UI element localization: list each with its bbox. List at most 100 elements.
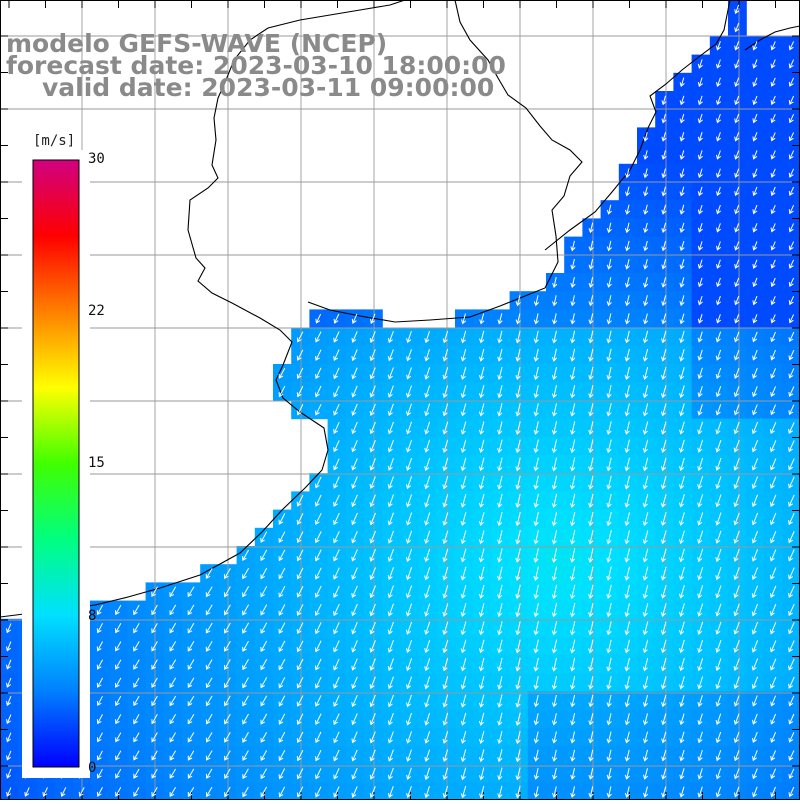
wind-arrow [369, 621, 376, 635]
wind-arrow [679, 658, 685, 672]
wind-arrow [788, 295, 795, 306]
wind-arrow [624, 385, 630, 399]
wind-arrow [697, 314, 703, 324]
wind-arrow [260, 567, 268, 580]
wind-arrow [734, 223, 740, 233]
wind-arrow [515, 366, 521, 380]
wind-arrow [643, 240, 649, 252]
wind-arrow [224, 732, 231, 743]
wind-arrow [570, 385, 576, 399]
wind-arrow [333, 567, 340, 580]
wind-arrow [752, 349, 758, 361]
wind-arrow [333, 658, 340, 671]
wind-arrow [405, 530, 413, 544]
wind-arrow [260, 640, 268, 653]
wind-arrow [606, 602, 612, 618]
wind-arrow [333, 385, 340, 398]
wind-arrow [296, 749, 304, 762]
wind-arrow [387, 786, 394, 799]
wind-arrow [461, 313, 467, 325]
wind-arrow [588, 348, 594, 362]
wind-arrow [497, 366, 503, 381]
wind-arrow [660, 421, 667, 435]
wind-arrow [406, 457, 413, 471]
wind-arrow [260, 677, 268, 689]
wind-arrow [642, 403, 649, 417]
wind-arrow [715, 695, 722, 707]
wind-arrow [734, 150, 740, 160]
wind-arrow [115, 659, 122, 670]
wind-arrow [624, 222, 631, 234]
wind-arrow [642, 694, 649, 708]
wind-arrow [260, 731, 268, 743]
wind-arrow [551, 348, 558, 362]
wind-arrow [769, 458, 777, 471]
wind-arrow [588, 530, 594, 545]
wind-arrow [187, 750, 195, 761]
wind-arrow [406, 385, 412, 398]
wind-arrow [624, 277, 631, 288]
wind-arrow [169, 659, 177, 670]
wind-arrow [369, 786, 376, 798]
wind-arrow [770, 277, 776, 288]
wind-arrow [715, 457, 722, 472]
wind-arrow [715, 439, 722, 453]
wind-arrow [643, 168, 649, 179]
wind-arrow [351, 403, 358, 416]
wind-arrow [752, 41, 758, 51]
wind-arrow [6, 732, 12, 743]
wind-arrow [515, 295, 521, 307]
wind-arrow [387, 567, 394, 581]
wind-arrow [715, 548, 722, 563]
wind-arrow [169, 604, 177, 616]
wind-arrow [660, 494, 667, 508]
wind-arrow [734, 95, 740, 106]
wind-arrow [570, 330, 576, 344]
wind-arrow [770, 331, 776, 343]
wind-arrow [406, 767, 412, 780]
wind-arrow [770, 695, 777, 707]
wind-arrow [387, 385, 394, 398]
wind-arrow [515, 439, 521, 454]
wind-arrow [551, 749, 558, 762]
wind-arrow [460, 330, 467, 344]
wind-arrow [296, 676, 304, 689]
wind-arrow [406, 421, 412, 435]
wind-arrow [552, 786, 558, 798]
wind-arrow [187, 786, 195, 797]
wind-arrow [642, 584, 649, 599]
wind-arrow [406, 658, 413, 672]
wind-arrow [497, 639, 503, 654]
wind-arrow [151, 732, 158, 743]
wind-arrow [716, 95, 722, 106]
wind-arrow [387, 749, 394, 762]
wind-arrow [533, 366, 539, 381]
wind-arrow [643, 277, 649, 288]
wind-arrow [515, 712, 521, 727]
wind-arrow [551, 713, 558, 726]
wind-arrow [387, 331, 394, 344]
wind-arrow [442, 348, 449, 362]
wind-arrow [751, 567, 759, 580]
wind-arrow [424, 548, 431, 563]
wind-arrow [460, 421, 467, 435]
wind-arrow [406, 349, 412, 362]
wind-arrow [405, 603, 413, 617]
wind-arrow [697, 566, 704, 581]
wind-arrow [679, 457, 685, 472]
wind-arrow [752, 695, 758, 707]
wind-arrow [569, 566, 576, 582]
wind-arrow [242, 695, 249, 707]
title-model: modelo GEFS-WAVE (NCEP) [6, 29, 388, 58]
wind-arrow [515, 785, 521, 799]
wind-arrow [370, 313, 376, 325]
wind-arrow [497, 439, 503, 454]
wind-arrow [424, 512, 431, 526]
wind-arrow [551, 602, 558, 618]
wind-arrow [752, 186, 758, 197]
wind-arrow [751, 421, 759, 435]
wind-arrow [442, 621, 449, 635]
wind-arrow [769, 531, 777, 544]
wind-arrow [716, 314, 722, 324]
wind-arrow [442, 694, 449, 708]
